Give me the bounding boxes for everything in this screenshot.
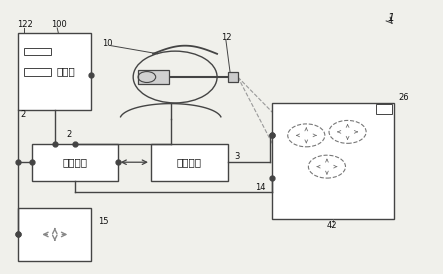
Bar — [18, 208, 91, 261]
Text: 12: 12 — [222, 33, 232, 42]
Text: 100: 100 — [51, 20, 67, 28]
Bar — [23, 48, 51, 55]
Text: 26: 26 — [398, 93, 409, 102]
Text: 15: 15 — [98, 217, 109, 226]
Bar — [272, 103, 394, 219]
Text: 计算机: 计算机 — [56, 67, 75, 76]
Text: 42: 42 — [327, 221, 338, 230]
Text: 1: 1 — [387, 13, 394, 23]
Bar — [23, 68, 51, 76]
Bar — [31, 144, 118, 181]
Text: 14: 14 — [255, 183, 265, 192]
Text: 10: 10 — [102, 39, 113, 48]
Text: 2: 2 — [66, 130, 71, 139]
Text: 相机系统: 相机系统 — [177, 157, 202, 167]
Text: 2: 2 — [20, 110, 26, 119]
Bar — [376, 104, 392, 114]
Bar — [151, 144, 228, 181]
Text: 跟踪系统: 跟踪系统 — [62, 157, 87, 167]
Bar — [18, 33, 91, 110]
Text: 3: 3 — [235, 153, 240, 161]
Bar — [138, 70, 168, 84]
Bar — [228, 72, 238, 82]
Text: 122: 122 — [17, 20, 33, 28]
